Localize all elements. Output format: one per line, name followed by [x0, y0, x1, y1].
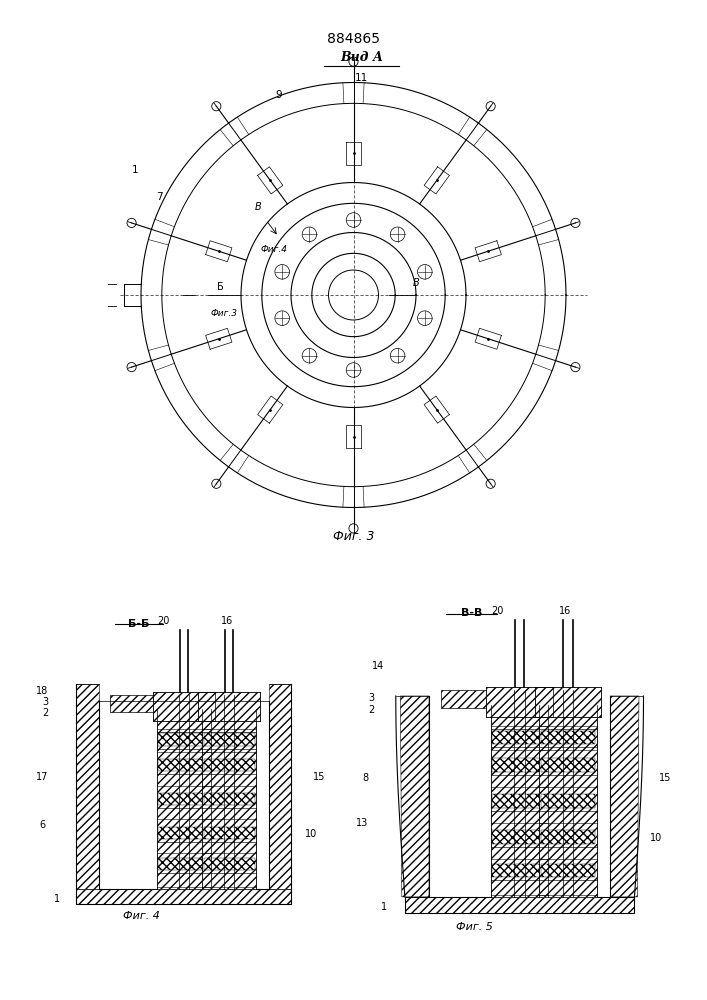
PathPatch shape — [400, 696, 429, 897]
PathPatch shape — [158, 793, 209, 805]
Text: Фиг. 3: Фиг. 3 — [333, 530, 374, 543]
Text: 14: 14 — [371, 661, 384, 671]
Text: 16: 16 — [559, 606, 572, 616]
PathPatch shape — [110, 695, 257, 712]
PathPatch shape — [534, 687, 601, 717]
PathPatch shape — [493, 758, 547, 772]
Text: Вид А: Вид А — [340, 51, 383, 64]
PathPatch shape — [493, 794, 547, 808]
Text: 17: 17 — [36, 772, 49, 782]
Text: Фиг. 4: Фиг. 4 — [123, 911, 160, 921]
Text: 20: 20 — [491, 606, 504, 616]
Text: 1: 1 — [54, 894, 59, 904]
PathPatch shape — [541, 864, 595, 877]
PathPatch shape — [204, 858, 255, 870]
PathPatch shape — [541, 830, 595, 844]
Text: 3: 3 — [368, 693, 375, 703]
Text: 9: 9 — [275, 90, 282, 100]
PathPatch shape — [153, 692, 215, 721]
PathPatch shape — [202, 712, 256, 889]
Text: 1: 1 — [380, 902, 387, 912]
PathPatch shape — [541, 758, 595, 772]
PathPatch shape — [541, 731, 595, 744]
Text: 6: 6 — [40, 820, 45, 830]
PathPatch shape — [610, 696, 639, 897]
PathPatch shape — [158, 858, 209, 870]
Text: Фиг.4: Фиг.4 — [261, 245, 288, 254]
Text: 884865: 884865 — [327, 32, 380, 46]
Text: 7: 7 — [156, 192, 163, 202]
PathPatch shape — [157, 712, 211, 889]
PathPatch shape — [405, 897, 634, 913]
Text: Б-Б: Б-Б — [128, 619, 149, 629]
Text: 3: 3 — [42, 697, 48, 707]
PathPatch shape — [493, 830, 547, 844]
PathPatch shape — [158, 759, 209, 771]
Text: В-В: В-В — [461, 608, 482, 618]
PathPatch shape — [493, 864, 547, 877]
Text: 8: 8 — [363, 773, 368, 783]
Text: В: В — [413, 277, 419, 288]
Text: 18: 18 — [36, 686, 48, 696]
Text: В: В — [255, 202, 261, 213]
PathPatch shape — [204, 793, 255, 805]
PathPatch shape — [76, 889, 291, 904]
PathPatch shape — [539, 708, 597, 897]
PathPatch shape — [204, 759, 255, 771]
PathPatch shape — [486, 687, 553, 717]
PathPatch shape — [204, 827, 255, 839]
Text: 13: 13 — [356, 818, 368, 828]
PathPatch shape — [198, 692, 260, 721]
Text: Б: Б — [217, 282, 223, 292]
Text: 1: 1 — [132, 165, 138, 175]
Text: 2: 2 — [368, 705, 375, 715]
Text: Фиг.3: Фиг.3 — [211, 309, 238, 318]
Text: 15: 15 — [658, 773, 671, 783]
Text: 16: 16 — [221, 616, 233, 626]
PathPatch shape — [441, 690, 598, 708]
PathPatch shape — [269, 684, 291, 889]
Text: 11: 11 — [355, 73, 368, 83]
PathPatch shape — [158, 733, 209, 746]
Text: 15: 15 — [313, 772, 326, 782]
PathPatch shape — [204, 733, 255, 746]
PathPatch shape — [493, 731, 547, 744]
PathPatch shape — [158, 827, 209, 839]
Text: 2: 2 — [42, 708, 48, 718]
Text: 10: 10 — [650, 833, 662, 843]
Text: 10: 10 — [305, 829, 317, 839]
PathPatch shape — [541, 794, 595, 808]
Text: 20: 20 — [157, 616, 170, 626]
Text: Фиг. 5: Фиг. 5 — [456, 922, 493, 932]
PathPatch shape — [76, 684, 99, 889]
PathPatch shape — [491, 708, 549, 897]
